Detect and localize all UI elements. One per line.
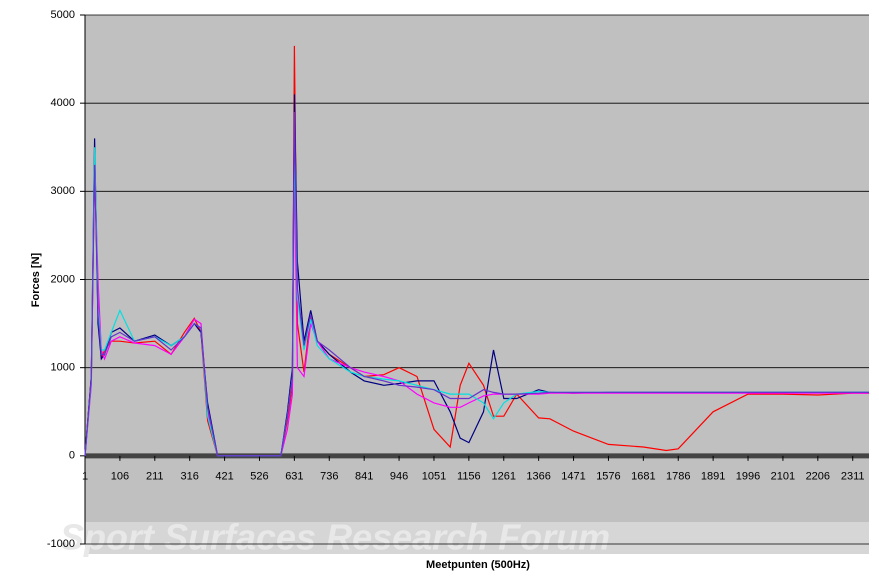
x-tick-label: 211 [146, 471, 164, 483]
x-tick-label: 1681 [631, 471, 655, 483]
x-tick-label: 1 [82, 471, 88, 483]
y-tick-label: 2000 [51, 273, 75, 285]
x-tick-label: 736 [320, 471, 338, 483]
x-tick-label: 2206 [806, 471, 830, 483]
x-tick-label: 631 [285, 471, 303, 483]
x-tick-label: 1576 [596, 471, 620, 483]
y-axis-title: Forces [N] [30, 252, 42, 307]
x-tick-label: 1051 [422, 471, 446, 483]
x-tick-label: 1261 [492, 471, 516, 483]
x-tick-label: 2101 [771, 471, 795, 483]
watermark: Sport Surfaces Research Forum [60, 517, 610, 558]
x-tick-label: 1366 [526, 471, 550, 483]
x-tick-label: 421 [215, 471, 233, 483]
x-tick-label: 2311 [841, 471, 865, 483]
y-tick-label: -1000 [47, 538, 75, 550]
y-tick-label: 0 [69, 450, 75, 462]
x-axis-title: Meetpunten (500Hz) [426, 559, 530, 571]
y-tick-label: 1000 [51, 362, 75, 374]
y-tick-label: 5000 [51, 9, 75, 21]
x-tick-label: 106 [111, 471, 129, 483]
y-tick-label: 3000 [51, 185, 75, 197]
x-tick-label: 1471 [561, 471, 585, 483]
chart: Sport Surfaces Research Forum Forces [N]… [0, 0, 879, 576]
y-tick-label: 4000 [51, 97, 75, 109]
x-tick-label: 1996 [736, 471, 760, 483]
x-tick-label: 1786 [666, 471, 690, 483]
x-tick-label: 316 [181, 471, 199, 483]
page: {"chart_data": { "type": "line", "y_labe… [0, 0, 879, 576]
x-tick-label: 841 [355, 471, 373, 483]
x-tick-label: 946 [390, 471, 408, 483]
x-tick-label: 1891 [701, 471, 725, 483]
x-tick-label: 1156 [457, 471, 481, 483]
x-tick-label: 526 [250, 471, 268, 483]
